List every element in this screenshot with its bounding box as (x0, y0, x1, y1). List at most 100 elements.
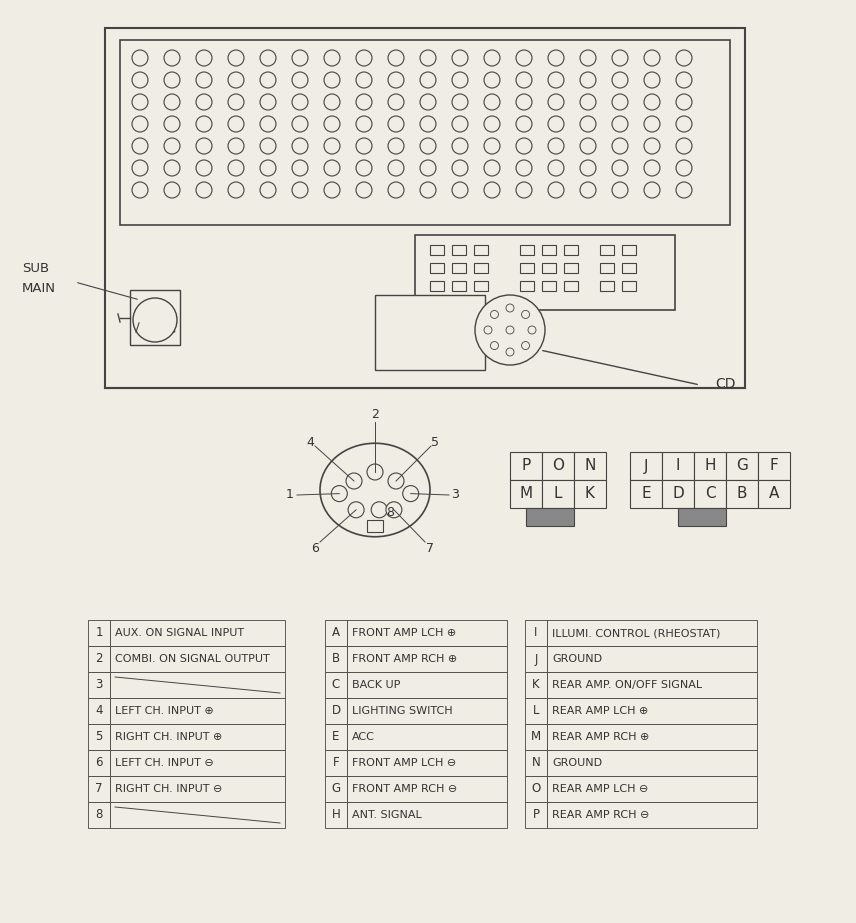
Circle shape (228, 94, 244, 110)
Circle shape (452, 50, 468, 66)
Circle shape (452, 94, 468, 110)
Circle shape (164, 138, 180, 154)
FancyBboxPatch shape (547, 750, 757, 776)
Circle shape (331, 485, 348, 501)
FancyBboxPatch shape (726, 480, 758, 508)
Circle shape (348, 502, 364, 518)
FancyBboxPatch shape (347, 724, 507, 750)
FancyBboxPatch shape (110, 646, 285, 672)
Circle shape (506, 326, 514, 334)
Circle shape (260, 182, 276, 198)
FancyBboxPatch shape (88, 776, 110, 802)
Circle shape (260, 116, 276, 132)
Text: ACC: ACC (352, 732, 375, 742)
Text: K: K (532, 678, 540, 691)
Circle shape (420, 116, 436, 132)
FancyBboxPatch shape (526, 508, 574, 526)
Circle shape (228, 116, 244, 132)
Text: 2: 2 (95, 653, 103, 665)
Text: GROUND: GROUND (552, 654, 602, 664)
Circle shape (548, 72, 564, 88)
Circle shape (484, 94, 500, 110)
FancyBboxPatch shape (547, 620, 757, 646)
Circle shape (132, 50, 148, 66)
FancyBboxPatch shape (542, 263, 556, 273)
Text: G: G (736, 459, 748, 473)
Text: P: P (521, 459, 531, 473)
Text: D: D (672, 486, 684, 501)
FancyBboxPatch shape (88, 698, 110, 724)
Text: C: C (332, 678, 340, 691)
Circle shape (490, 310, 498, 318)
Text: F: F (770, 459, 778, 473)
FancyBboxPatch shape (88, 750, 110, 776)
FancyBboxPatch shape (325, 672, 347, 698)
FancyBboxPatch shape (88, 620, 110, 646)
FancyBboxPatch shape (547, 776, 757, 802)
Circle shape (484, 182, 500, 198)
Circle shape (132, 72, 148, 88)
FancyBboxPatch shape (88, 724, 110, 750)
FancyBboxPatch shape (325, 646, 347, 672)
FancyBboxPatch shape (542, 245, 556, 255)
FancyBboxPatch shape (347, 672, 507, 698)
FancyBboxPatch shape (520, 281, 534, 291)
FancyBboxPatch shape (547, 672, 757, 698)
Text: RIGHT CH. INPUT ⊕: RIGHT CH. INPUT ⊕ (115, 732, 223, 742)
FancyBboxPatch shape (415, 235, 675, 310)
Circle shape (506, 348, 514, 356)
FancyBboxPatch shape (452, 281, 466, 291)
Text: I: I (534, 627, 538, 640)
Circle shape (292, 50, 308, 66)
Circle shape (644, 182, 660, 198)
Circle shape (324, 182, 340, 198)
Circle shape (196, 182, 212, 198)
Circle shape (420, 138, 436, 154)
Circle shape (260, 72, 276, 88)
Text: REAR AMP. ON/OFF SIGNAL: REAR AMP. ON/OFF SIGNAL (552, 680, 702, 690)
Circle shape (292, 160, 308, 176)
Circle shape (580, 182, 596, 198)
Text: A: A (769, 486, 779, 501)
FancyBboxPatch shape (347, 776, 507, 802)
Text: LIGHTING SWITCH: LIGHTING SWITCH (352, 706, 453, 716)
Circle shape (548, 138, 564, 154)
Circle shape (356, 138, 372, 154)
FancyBboxPatch shape (525, 646, 547, 672)
Text: D: D (331, 704, 341, 717)
FancyBboxPatch shape (547, 724, 757, 750)
Circle shape (516, 182, 532, 198)
Text: 8: 8 (386, 506, 394, 519)
FancyBboxPatch shape (520, 263, 534, 273)
FancyBboxPatch shape (547, 802, 757, 828)
FancyBboxPatch shape (452, 245, 466, 255)
FancyBboxPatch shape (525, 698, 547, 724)
Circle shape (228, 72, 244, 88)
FancyBboxPatch shape (678, 508, 726, 526)
Circle shape (356, 116, 372, 132)
Circle shape (548, 94, 564, 110)
Text: 7: 7 (95, 783, 103, 796)
Circle shape (324, 116, 340, 132)
Text: B: B (332, 653, 340, 665)
FancyBboxPatch shape (510, 452, 542, 480)
FancyBboxPatch shape (347, 698, 507, 724)
Circle shape (372, 502, 387, 518)
FancyBboxPatch shape (758, 480, 790, 508)
Circle shape (484, 50, 500, 66)
Circle shape (484, 138, 500, 154)
Circle shape (676, 138, 692, 154)
Circle shape (420, 94, 436, 110)
FancyBboxPatch shape (574, 452, 606, 480)
Circle shape (580, 72, 596, 88)
Text: H: H (331, 809, 341, 821)
Circle shape (521, 342, 530, 350)
Circle shape (132, 182, 148, 198)
Circle shape (580, 160, 596, 176)
FancyBboxPatch shape (325, 620, 347, 646)
Circle shape (132, 94, 148, 110)
Circle shape (644, 50, 660, 66)
Circle shape (164, 72, 180, 88)
FancyBboxPatch shape (758, 452, 790, 480)
FancyBboxPatch shape (347, 750, 507, 776)
